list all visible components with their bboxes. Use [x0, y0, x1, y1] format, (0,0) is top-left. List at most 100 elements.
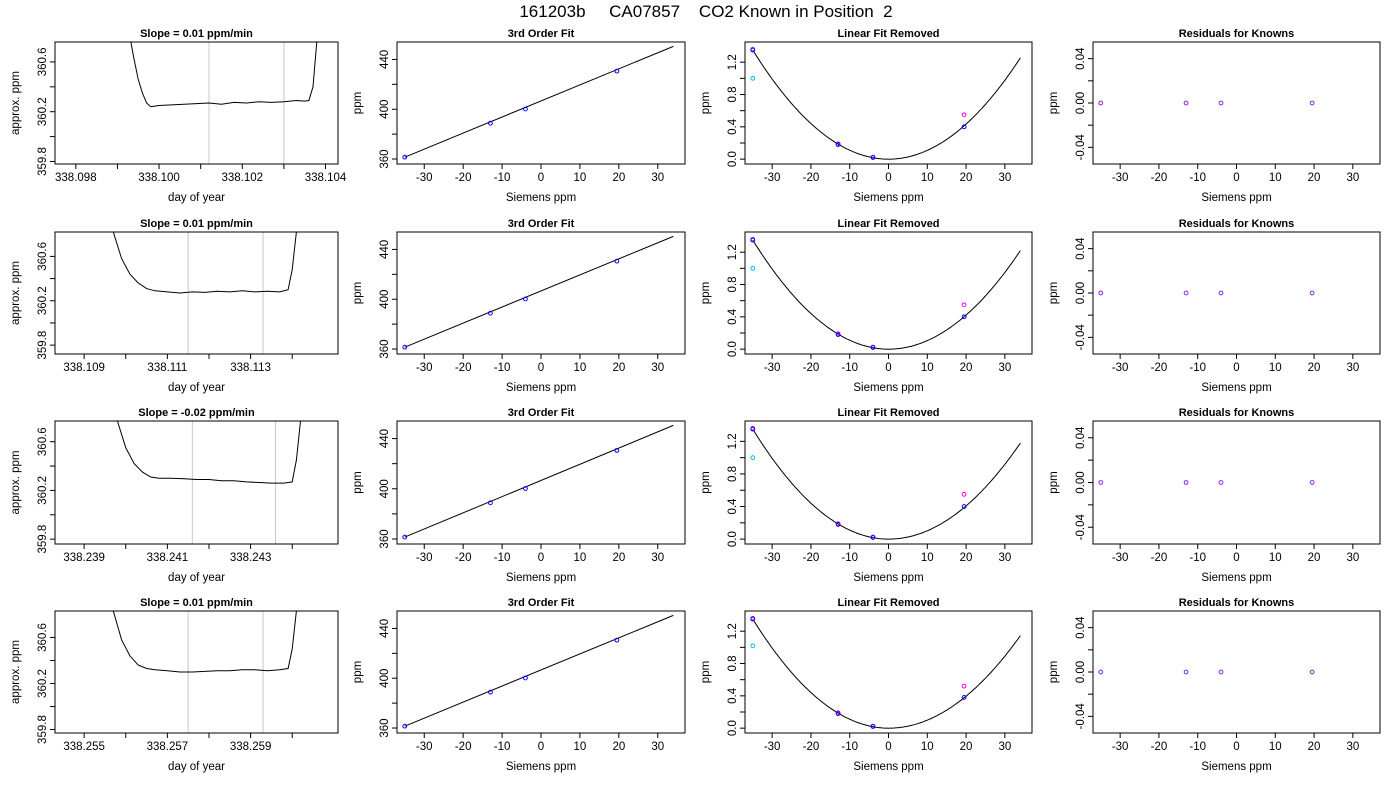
y-tick-label: 360.2 — [37, 669, 49, 698]
x-tick-label: 338.104 — [305, 172, 347, 184]
x-tick-label: 0 — [538, 741, 544, 753]
x-tick-label: -10 — [1189, 552, 1206, 564]
x-tick-label: -30 — [764, 362, 781, 374]
x-tick-label: 10 — [1269, 741, 1282, 753]
y-tick-label: 0.0 — [727, 531, 739, 547]
x-tick-label: 20 — [612, 172, 625, 184]
chart-panel: Slope = -0.02 ppm/min 338.239 338.241 338.2… — [10, 407, 339, 584]
x-tick-label: 20 — [612, 552, 625, 564]
x-tick-label: 0 — [538, 362, 544, 374]
y-tick-label: -0.04 — [1075, 134, 1087, 161]
data-point — [488, 689, 493, 695]
x-tick-label: -20 — [455, 172, 472, 184]
y-axis-label: ppm — [352, 661, 364, 683]
plot-frame — [744, 420, 1033, 545]
plot-frame — [1092, 420, 1381, 545]
y-tick-label: -0.04 — [1075, 514, 1087, 541]
chart-panel: Linear Fit Removed -30 -20 -10 0 10 20 30 Siemen… — [700, 407, 1033, 584]
x-tick-label: 30 — [651, 741, 664, 753]
x-tick-label: 0 — [1233, 362, 1239, 374]
x-axis-label: day of year — [168, 761, 225, 773]
y-tick-label: 0.04 — [1075, 237, 1087, 260]
y-tick-label: 360.2 — [37, 286, 49, 315]
plot-frame — [744, 610, 1033, 734]
x-tick-label: 0 — [885, 362, 891, 374]
x-axis-label: Siemens ppm — [506, 572, 576, 584]
plot-area — [752, 239, 1021, 350]
chart-panel: 3rd Order Fit -30 -20 -10 0 10 20 30 Siemens ppm… — [352, 597, 686, 773]
x-axis-label: Siemens ppm — [506, 192, 576, 204]
chart-panel: Linear Fit Removed -30 -20 -10 0 10 20 30 Siemen… — [700, 218, 1033, 394]
x-tick-label: -30 — [1112, 741, 1129, 753]
x-tick-label: 10 — [921, 362, 934, 374]
x-tick-label: 20 — [1308, 172, 1321, 184]
y-tick-label: 0.00 — [1075, 661, 1087, 683]
data-point-blue — [870, 155, 876, 160]
x-tick-label: 0 — [1233, 741, 1239, 753]
data-point — [1183, 669, 1189, 675]
quadratic-fit-curve — [752, 49, 1021, 160]
panel-title: Slope = -0.02 ppm/min — [138, 407, 255, 419]
x-tick-label: 338.113 — [230, 362, 271, 374]
data-point-blue — [870, 345, 876, 350]
panel-title: Linear Fit Removed — [837, 407, 939, 419]
x-tick-label: 30 — [651, 172, 664, 184]
x-tick-label: -30 — [764, 552, 781, 564]
plot-frame — [396, 41, 686, 165]
x-tick-label: -10 — [494, 172, 511, 184]
y-tick-label: 0.4 — [727, 498, 739, 515]
data-point — [1183, 100, 1189, 106]
data-point-blue — [750, 47, 756, 53]
y-tick-label: 0.4 — [727, 308, 739, 325]
data-point-blue — [835, 522, 841, 527]
x-tick-label: 10 — [574, 362, 587, 374]
panel-title: Linear Fit Removed — [837, 597, 939, 609]
x-tick-label: 20 — [960, 362, 973, 374]
data-point-magenta — [961, 302, 967, 308]
panel-grid: Slope = 0.01 ppm/min 338.098 338.100 338.10… — [10, 28, 1381, 773]
data-point — [1309, 669, 1315, 675]
x-tick-label: -20 — [803, 172, 820, 184]
fit-line — [404, 235, 674, 348]
plot-frame — [1092, 231, 1381, 355]
plot-area — [752, 618, 1021, 729]
x-tick-label: 0 — [1233, 552, 1239, 564]
x-axis-label: Siemens ppm — [1201, 572, 1271, 584]
y-tick-label: 360.6 — [37, 427, 49, 456]
x-tick-label: 10 — [921, 741, 934, 753]
x-axis-label: Siemens ppm — [1201, 192, 1271, 204]
y-axis-label: ppm — [352, 471, 364, 493]
x-tick-label: -10 — [1189, 362, 1206, 374]
y-tick-label: 0.8 — [727, 656, 739, 672]
data-point — [614, 258, 620, 264]
y-tick-label: 359.8 — [37, 525, 49, 554]
x-axis-label: day of year — [168, 382, 225, 394]
data-point — [523, 675, 528, 681]
y-axis-label: approx. ppm — [10, 71, 22, 135]
plot-frame — [396, 420, 686, 545]
y-tick-label: 360 — [379, 529, 391, 548]
y-axis-label: ppm — [700, 282, 712, 304]
x-tick-label: -30 — [1112, 172, 1129, 184]
x-tick-label: -20 — [1151, 552, 1168, 564]
x-tick-label: -20 — [455, 741, 472, 753]
data-point-cyan — [750, 643, 756, 649]
x-axis-label: Siemens ppm — [853, 382, 923, 394]
x-tick-label: 20 — [1308, 741, 1321, 753]
x-tick-label: -30 — [416, 362, 433, 374]
chart-panel: Residuals for Knowns -30 -20 -10 0 10 20 30 Siem… — [1048, 28, 1381, 204]
x-tick-label: -20 — [803, 552, 820, 564]
y-tick-label: 360 — [379, 149, 391, 168]
x-tick-label: -10 — [494, 362, 511, 374]
y-tick-label: 1.2 — [727, 433, 739, 449]
y-tick-label: 0.4 — [727, 118, 739, 135]
data-point-magenta — [961, 112, 967, 118]
x-tick-label: -10 — [841, 172, 858, 184]
data-point — [488, 120, 493, 126]
fit-line — [404, 424, 674, 538]
data-point — [402, 723, 408, 729]
x-tick-label: 0 — [885, 552, 891, 564]
x-tick-label: -10 — [494, 741, 511, 753]
data-point-blue — [835, 711, 841, 717]
